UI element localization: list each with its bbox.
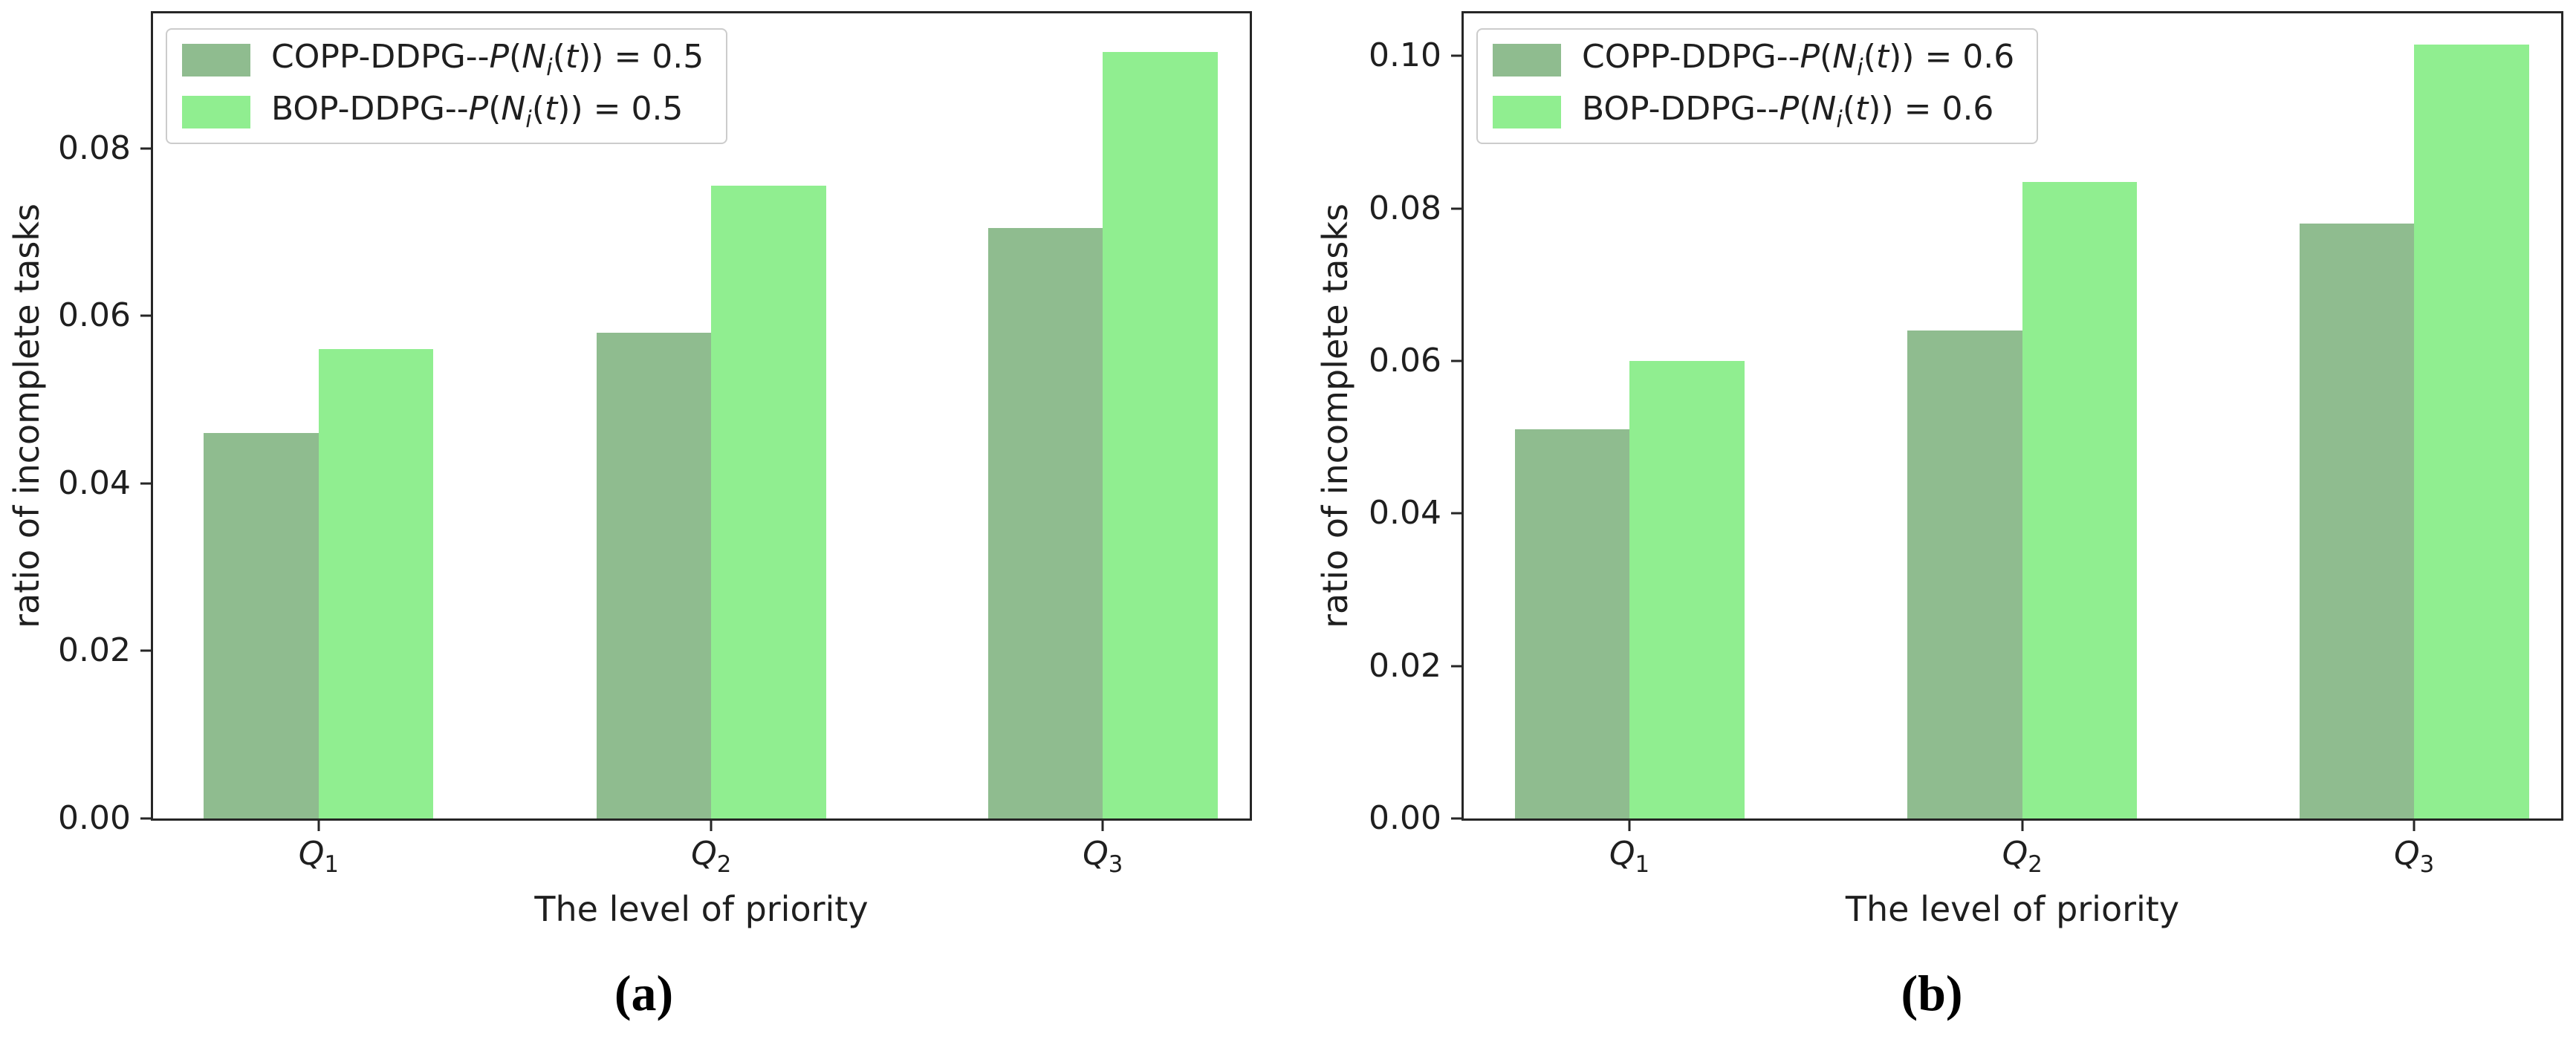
x-tick-label: Q2 [691, 835, 732, 878]
caption-a: (a) [614, 965, 674, 1021]
y-tick-mark [140, 147, 151, 150]
y-tick-mark [140, 482, 151, 485]
y-tick-mark [1451, 54, 1461, 57]
legend-label: BOP-DDPG--P(Ni(t)) = 0.6 [1582, 90, 1994, 133]
y-tick-mark [1451, 207, 1461, 210]
y-tick-label: 0.04 [58, 463, 131, 502]
x-tick-mark [1628, 821, 1631, 831]
plot-area-b: 0.00 0.02 0.04 0.06 0.08 0.10 Q1 Q2 Q3 COPP-DDP… [1369, 11, 2563, 929]
x-tick-mark [1101, 821, 1104, 831]
legend-row: BOP-DDPG--P(Ni(t)) = 0.6 [1493, 92, 2014, 132]
bar-bop-ddpg-q2 [2022, 181, 2138, 818]
x-tick-mark [2413, 821, 2416, 831]
y-tick-mark [1451, 665, 1461, 668]
y-tick-mark [1451, 359, 1461, 362]
bar-bop-ddpg-q1 [1629, 361, 1745, 818]
x-tick-mark [317, 821, 320, 831]
legend-row: COPP-DDPG--P(Ni(t)) = 0.5 [182, 40, 704, 80]
bar-bop-ddpg-q2 [711, 186, 826, 818]
y-tick-label: 0.00 [1369, 799, 1441, 837]
y-tick-label: 0.10 [1369, 36, 1441, 75]
bar-copp-ddpg-q1 [204, 433, 319, 818]
y-tick-label: 0.06 [1369, 342, 1441, 380]
legend-swatch [1493, 96, 1561, 128]
subplot-a: ratio of incomplete tasks 0.00 0.02 0.04 0.… [4, 11, 1252, 1021]
y-axis-label-a: ratio of incomplete tasks [4, 11, 49, 821]
bar-copp-ddpg-q1 [1514, 429, 1630, 818]
y-tick-label: 0.08 [1369, 189, 1441, 227]
bar-bop-ddpg-q3 [2414, 45, 2529, 818]
legend-label: COPP-DDPG--P(Ni(t)) = 0.6 [1582, 38, 2015, 81]
x-tick-mark [710, 821, 713, 831]
y-tick-mark [1451, 512, 1461, 515]
y-tick-mark [140, 817, 151, 820]
bar-copp-ddpg-q3 [2299, 224, 2415, 818]
y-tick-label: 0.04 [1369, 494, 1441, 533]
y-tick-mark [1451, 817, 1461, 820]
y-tick-mark [140, 649, 151, 652]
legend-b: COPP-DDPG--P(Ni(t)) = 0.6 BOP-DDPG--P(Ni(… [1476, 28, 2039, 144]
y-tick-label: 0.02 [58, 631, 131, 670]
legend-row: BOP-DDPG--P(Ni(t)) = 0.5 [182, 92, 704, 132]
x-axis-label-b: The level of priority [1845, 889, 2180, 929]
bar-copp-ddpg-q2 [596, 332, 712, 818]
y-tick-mark [140, 314, 151, 317]
bar-bop-ddpg-q1 [318, 349, 434, 818]
x-tick-label: Q3 [1083, 835, 1123, 878]
y-tick-label: 0.00 [58, 799, 131, 837]
x-axis-label-a: The level of priority [534, 889, 869, 929]
legend-row: COPP-DDPG--P(Ni(t)) = 0.6 [1493, 40, 2014, 80]
caption-b: (b) [1901, 965, 1963, 1021]
x-tick-label: Q1 [1609, 835, 1650, 878]
y-axis-label-text: ratio of incomplete tasks [1315, 204, 1355, 628]
bar-copp-ddpg-q3 [987, 227, 1103, 818]
y-tick-label: 0.08 [58, 128, 131, 167]
legend-a: COPP-DDPG--P(Ni(t)) = 0.5 BOP-DDPG--P(Ni(… [166, 28, 728, 144]
bar-copp-ddpg-q2 [1907, 331, 2022, 818]
x-tick-label: Q3 [2393, 835, 2435, 878]
x-tick-mark [2021, 821, 2024, 831]
y-tick-label: 0.02 [1369, 646, 1441, 685]
legend-label: COPP-DDPG--P(Ni(t)) = 0.5 [271, 38, 704, 81]
legend-swatch [1493, 44, 1561, 76]
x-tick-label: Q2 [2002, 835, 2043, 878]
y-tick-label: 0.06 [58, 296, 131, 335]
legend-swatch [182, 44, 250, 76]
y-axis-label-text: ratio of incomplete tasks [7, 204, 47, 628]
plot-area-a: 0.00 0.02 0.04 0.06 0.08 Q1 Q2 Q3 COPP-DDPG--P… [58, 11, 1252, 929]
x-tick-label: Q1 [298, 835, 339, 878]
y-axis-label-b: ratio of incomplete tasks [1313, 11, 1357, 821]
legend-label: BOP-DDPG--P(Ni(t)) = 0.5 [271, 90, 684, 133]
legend-swatch [182, 96, 250, 128]
bar-bop-ddpg-q3 [1103, 51, 1218, 818]
subplot-b: ratio of incomplete tasks 0.00 0.02 0.04 0.… [1288, 0, 2576, 1045]
